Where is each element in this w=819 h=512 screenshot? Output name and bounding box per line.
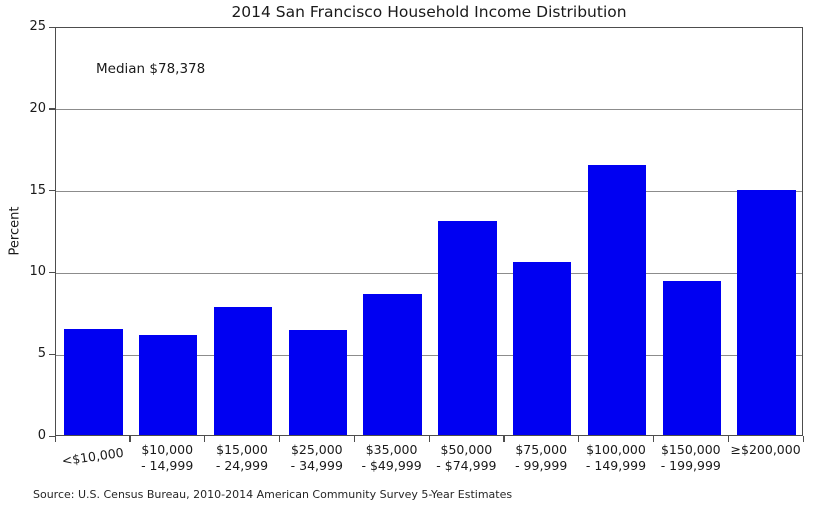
gridline <box>56 272 802 274</box>
x-tick-label: $100,000- 149,999 <box>585 442 647 473</box>
bar-2 <box>139 335 198 435</box>
gridline <box>56 354 802 356</box>
x-tick-mark <box>802 436 804 442</box>
x-tick-label: $10,000- 14,999 <box>141 442 194 473</box>
y-tick-label: 10 <box>29 264 46 280</box>
x-tick-label: $35,000- $49,999 <box>361 442 422 473</box>
y-tick-label: 25 <box>29 19 46 34</box>
x-tick-mark <box>578 436 580 442</box>
source-note: Source: U.S. Census Bureau, 2010-2014 Am… <box>33 488 513 501</box>
x-tick-mark <box>503 436 505 442</box>
x-tick-label: $75,000- 99,999 <box>515 442 568 473</box>
y-tick-mark <box>49 271 55 274</box>
y-tick-label: 15 <box>29 182 46 198</box>
x-tick-mark <box>353 436 356 442</box>
x-tick-label: ≥$200,000 <box>730 442 801 457</box>
gridline <box>56 191 802 193</box>
x-tick-mark <box>204 436 206 442</box>
x-tick-mark <box>54 436 56 442</box>
bar-8 <box>587 165 647 435</box>
y-tick-label: 20 <box>29 100 46 116</box>
bar-9 <box>662 281 721 435</box>
bar-10 <box>737 189 796 435</box>
x-tick-label: $50,000- $74,999 <box>436 442 497 473</box>
y-tick-mark <box>49 108 55 110</box>
y-tick-mark <box>49 190 55 192</box>
chart-title: 2014 San Francisco Household Income Dist… <box>231 3 627 21</box>
x-tick-label: $150,000- 199,999 <box>660 442 721 473</box>
x-tick-label: $25,000- 34,999 <box>290 442 343 473</box>
bar-7 <box>513 261 572 435</box>
y-tick-label: 5 <box>37 346 46 362</box>
bar-4 <box>288 330 347 435</box>
x-tick-mark <box>428 436 430 442</box>
median-annotation: Median $78,378 <box>96 61 206 77</box>
bar-3 <box>213 307 273 435</box>
x-tick-mark <box>129 436 131 442</box>
y-tick-mark <box>49 26 55 28</box>
bar-5 <box>363 294 422 435</box>
x-tick-mark <box>278 436 281 442</box>
plot-area: Median $78,378 <box>55 27 803 436</box>
x-tick-mark <box>652 436 655 442</box>
y-tick-mark <box>49 353 55 356</box>
gridline <box>56 109 802 111</box>
x-tick-mark <box>727 436 730 442</box>
bar-6 <box>438 220 497 435</box>
y-tick-label: 0 <box>37 428 46 443</box>
bar-1 <box>64 328 123 435</box>
y-axis-label: Percent <box>7 206 23 256</box>
x-tick-label: $15,000- 24,999 <box>215 442 269 473</box>
y-tick-mark <box>49 435 55 437</box>
